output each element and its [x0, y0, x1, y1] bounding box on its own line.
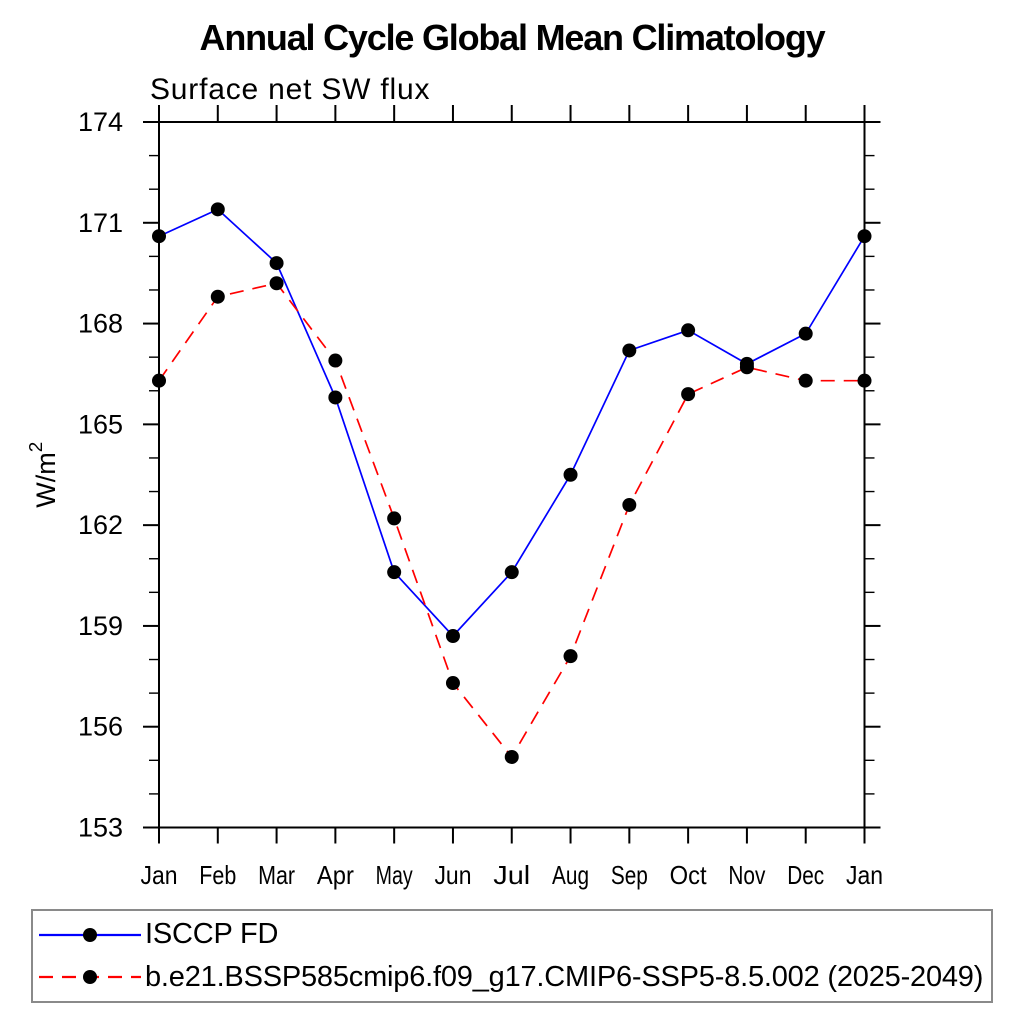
legend-label: ISCCP FD [145, 918, 279, 951]
legend-line-solid-icon [39, 927, 141, 942]
y-axis-title: W/m2 [26, 442, 62, 508]
svg-text:162: 162 [78, 510, 123, 540]
legend-marker-dot-icon [83, 970, 97, 985]
svg-text:Jul: Jul [493, 860, 530, 890]
data-point-markers [152, 202, 872, 644]
data-point-markers [152, 276, 872, 764]
x-tick-labels: Jan Feb Mar Apr May Jun Jul Aug Sep Oct Nov Dec Jan [141, 860, 884, 890]
svg-text:May: May [376, 860, 413, 890]
svg-text:Apr: Apr [317, 860, 354, 890]
svg-text:Oct: Oct [670, 860, 708, 890]
axis-ticks [143, 105, 881, 844]
svg-text:Jan: Jan [846, 860, 883, 890]
svg-text:174: 174 [78, 107, 123, 137]
svg-text:153: 153 [78, 813, 123, 843]
svg-text:Jan: Jan [141, 860, 178, 890]
y-tick-labels: 153 156 159 162 165 168 171 174 [78, 107, 123, 843]
svg-text:Nov: Nov [728, 860, 765, 890]
chart-subtitle: Surface net SW flux [150, 73, 431, 106]
legend-item: b.e21.BSSP585cmip6.f09_g17.CMIP6-SSP5-8.… [37, 958, 991, 996]
legend-marker-dot-icon [83, 927, 97, 942]
series-line-dashed [158, 282, 865, 759]
svg-text:156: 156 [78, 712, 123, 742]
svg-text:Dec: Dec [787, 860, 824, 890]
svg-text:168: 168 [78, 309, 123, 339]
legend-box: ISCCP FD b.e21.BSSP585cmip6.f09_g17.CMIP… [31, 909, 993, 1003]
svg-text:W/m2: W/m2 [26, 442, 62, 508]
svg-text:Feb: Feb [199, 860, 236, 890]
legend-label: b.e21.BSSP585cmip6.f09_g17.CMIP6-SSP5-8.… [145, 960, 984, 993]
svg-text:Sep: Sep [611, 860, 648, 890]
plot-frame [158, 121, 866, 829]
legend-item: ISCCP FD [37, 916, 991, 954]
svg-text:Jun: Jun [434, 860, 471, 890]
chart-title: Annual Cycle Global Mean Climatology [199, 17, 826, 58]
svg-text:Aug: Aug [552, 860, 589, 890]
svg-text:159: 159 [78, 611, 123, 641]
svg-text:165: 165 [78, 409, 123, 439]
legend-line-dashed-icon [39, 970, 141, 985]
svg-text:Mar: Mar [258, 860, 295, 890]
svg-text:171: 171 [78, 208, 123, 238]
